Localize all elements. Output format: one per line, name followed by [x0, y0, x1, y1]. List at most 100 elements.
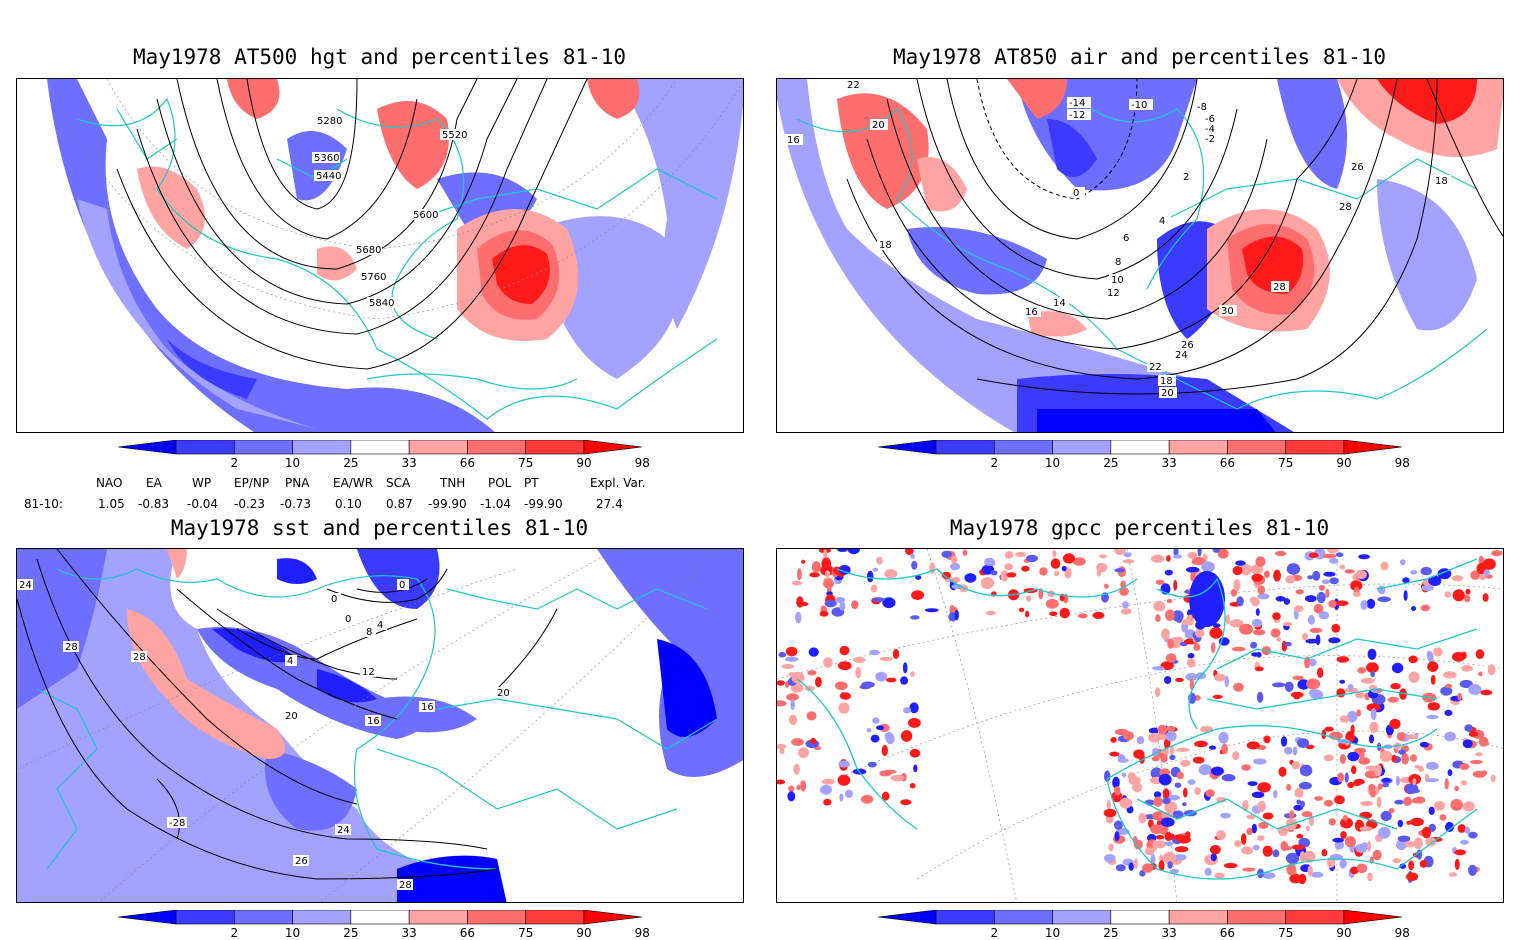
contour-label: 0 — [331, 594, 337, 605]
precip-blob — [1365, 765, 1378, 771]
precip-blob — [1328, 599, 1337, 608]
precip-blob — [1255, 556, 1266, 567]
contour-label: 4 — [287, 656, 293, 667]
precip-blob — [1257, 585, 1266, 595]
precip-blob — [1114, 820, 1123, 830]
precip-blob — [1462, 739, 1473, 749]
colorbar-label: 98 — [1394, 926, 1410, 940]
precip-blob — [1242, 867, 1256, 872]
precip-blob — [837, 774, 851, 786]
precip-blob — [1018, 607, 1025, 612]
colorbar-label: 10 — [284, 926, 301, 940]
precip-blob — [1406, 872, 1419, 881]
precip-blob — [1144, 799, 1155, 806]
precip-blob — [1360, 600, 1368, 610]
precip-blob — [1470, 759, 1483, 765]
precip-blob — [1251, 618, 1263, 628]
precip-blob — [1205, 789, 1215, 798]
precip-blob — [1359, 811, 1373, 819]
precip-blob — [900, 676, 909, 685]
precip-blob — [1427, 702, 1440, 711]
precip-blob — [1444, 591, 1452, 598]
colorbar-swatch — [350, 909, 410, 925]
precip-blob — [1164, 841, 1174, 846]
contour-label: -2 — [1205, 134, 1215, 145]
precip-blob — [1121, 772, 1127, 777]
precip-blob — [990, 570, 998, 576]
contour-label: 22 — [847, 80, 860, 91]
precip-blob — [1277, 826, 1289, 837]
precip-blob — [1419, 860, 1428, 868]
precip-blob — [786, 693, 799, 701]
precip-blob — [1185, 672, 1198, 682]
precip-blob — [788, 785, 795, 793]
precip-blob — [1103, 770, 1111, 782]
precip-blob — [1286, 783, 1291, 791]
precip-blob — [1403, 590, 1408, 601]
precip-blob — [1197, 549, 1202, 557]
precip-blob — [1229, 619, 1244, 628]
precip-blob — [1420, 604, 1431, 612]
precip-blob — [1173, 834, 1187, 841]
precip-blob — [1451, 575, 1464, 582]
precip-blob — [1252, 629, 1266, 636]
precip-blob — [1049, 611, 1058, 616]
precip-blob — [1186, 658, 1196, 668]
contour-label: -14 — [1069, 98, 1085, 109]
precip-blob — [1258, 821, 1269, 829]
precip-blob — [1344, 772, 1349, 783]
index-header: TNH — [440, 476, 466, 490]
precip-blob — [892, 649, 900, 659]
precip-blob — [1457, 824, 1466, 833]
precip-blob — [1454, 849, 1466, 856]
precip-blob — [1356, 709, 1362, 717]
index-header: POL — [488, 476, 512, 490]
precip-blob — [909, 702, 919, 714]
precip-blob — [1255, 608, 1260, 616]
colorbar-label: 33 — [401, 456, 417, 470]
precip-blob — [855, 667, 862, 679]
precip-blob — [911, 590, 925, 600]
red-anomaly-fill — [137, 79, 640, 341]
precip-blob — [869, 649, 880, 656]
precip-blob — [1000, 570, 1009, 582]
precip-blob — [1211, 642, 1216, 654]
precip-blob — [1208, 745, 1217, 750]
precip-blob — [838, 760, 851, 768]
precip-blob — [1050, 558, 1061, 569]
precip-blob — [1273, 569, 1281, 582]
contour-label: 16 — [787, 135, 800, 146]
precip-blob — [1475, 649, 1485, 660]
precip-blob — [1444, 731, 1456, 742]
precip-blob — [1368, 734, 1375, 744]
precip-blob — [1413, 837, 1423, 849]
precip-blob — [1377, 585, 1386, 595]
precip-blob — [1114, 831, 1120, 842]
colorbar-label: 90 — [1336, 926, 1352, 940]
precip-blob — [1155, 834, 1165, 840]
colorbar-swatch — [525, 439, 585, 455]
precip-blob — [1251, 573, 1263, 582]
colorbar-swatch — [1110, 439, 1170, 455]
contour-label: 0 — [399, 580, 405, 591]
colorbar-swatch — [877, 439, 937, 455]
index-header: SCA — [386, 476, 411, 490]
precip-blob — [1166, 598, 1173, 604]
precip-blob — [1296, 799, 1301, 805]
precip-blob — [1339, 858, 1347, 869]
precip-blob — [1225, 614, 1230, 625]
precip-blob — [1077, 613, 1088, 619]
precip-blob — [1468, 831, 1478, 839]
precip-blob — [1187, 779, 1196, 785]
index-header: EA/WR — [333, 476, 374, 490]
colorbar-swatch — [233, 439, 293, 455]
precip-blob — [1148, 732, 1161, 743]
precip-blob — [954, 609, 959, 621]
precip-blob — [1161, 628, 1170, 640]
precip-blob — [1174, 854, 1187, 861]
precip-blob — [1399, 688, 1407, 700]
contour-label: 0 — [345, 614, 351, 625]
precip-blob — [1318, 611, 1330, 620]
precip-blob — [1465, 588, 1471, 595]
colorbar-label: 75 — [1278, 926, 1294, 940]
